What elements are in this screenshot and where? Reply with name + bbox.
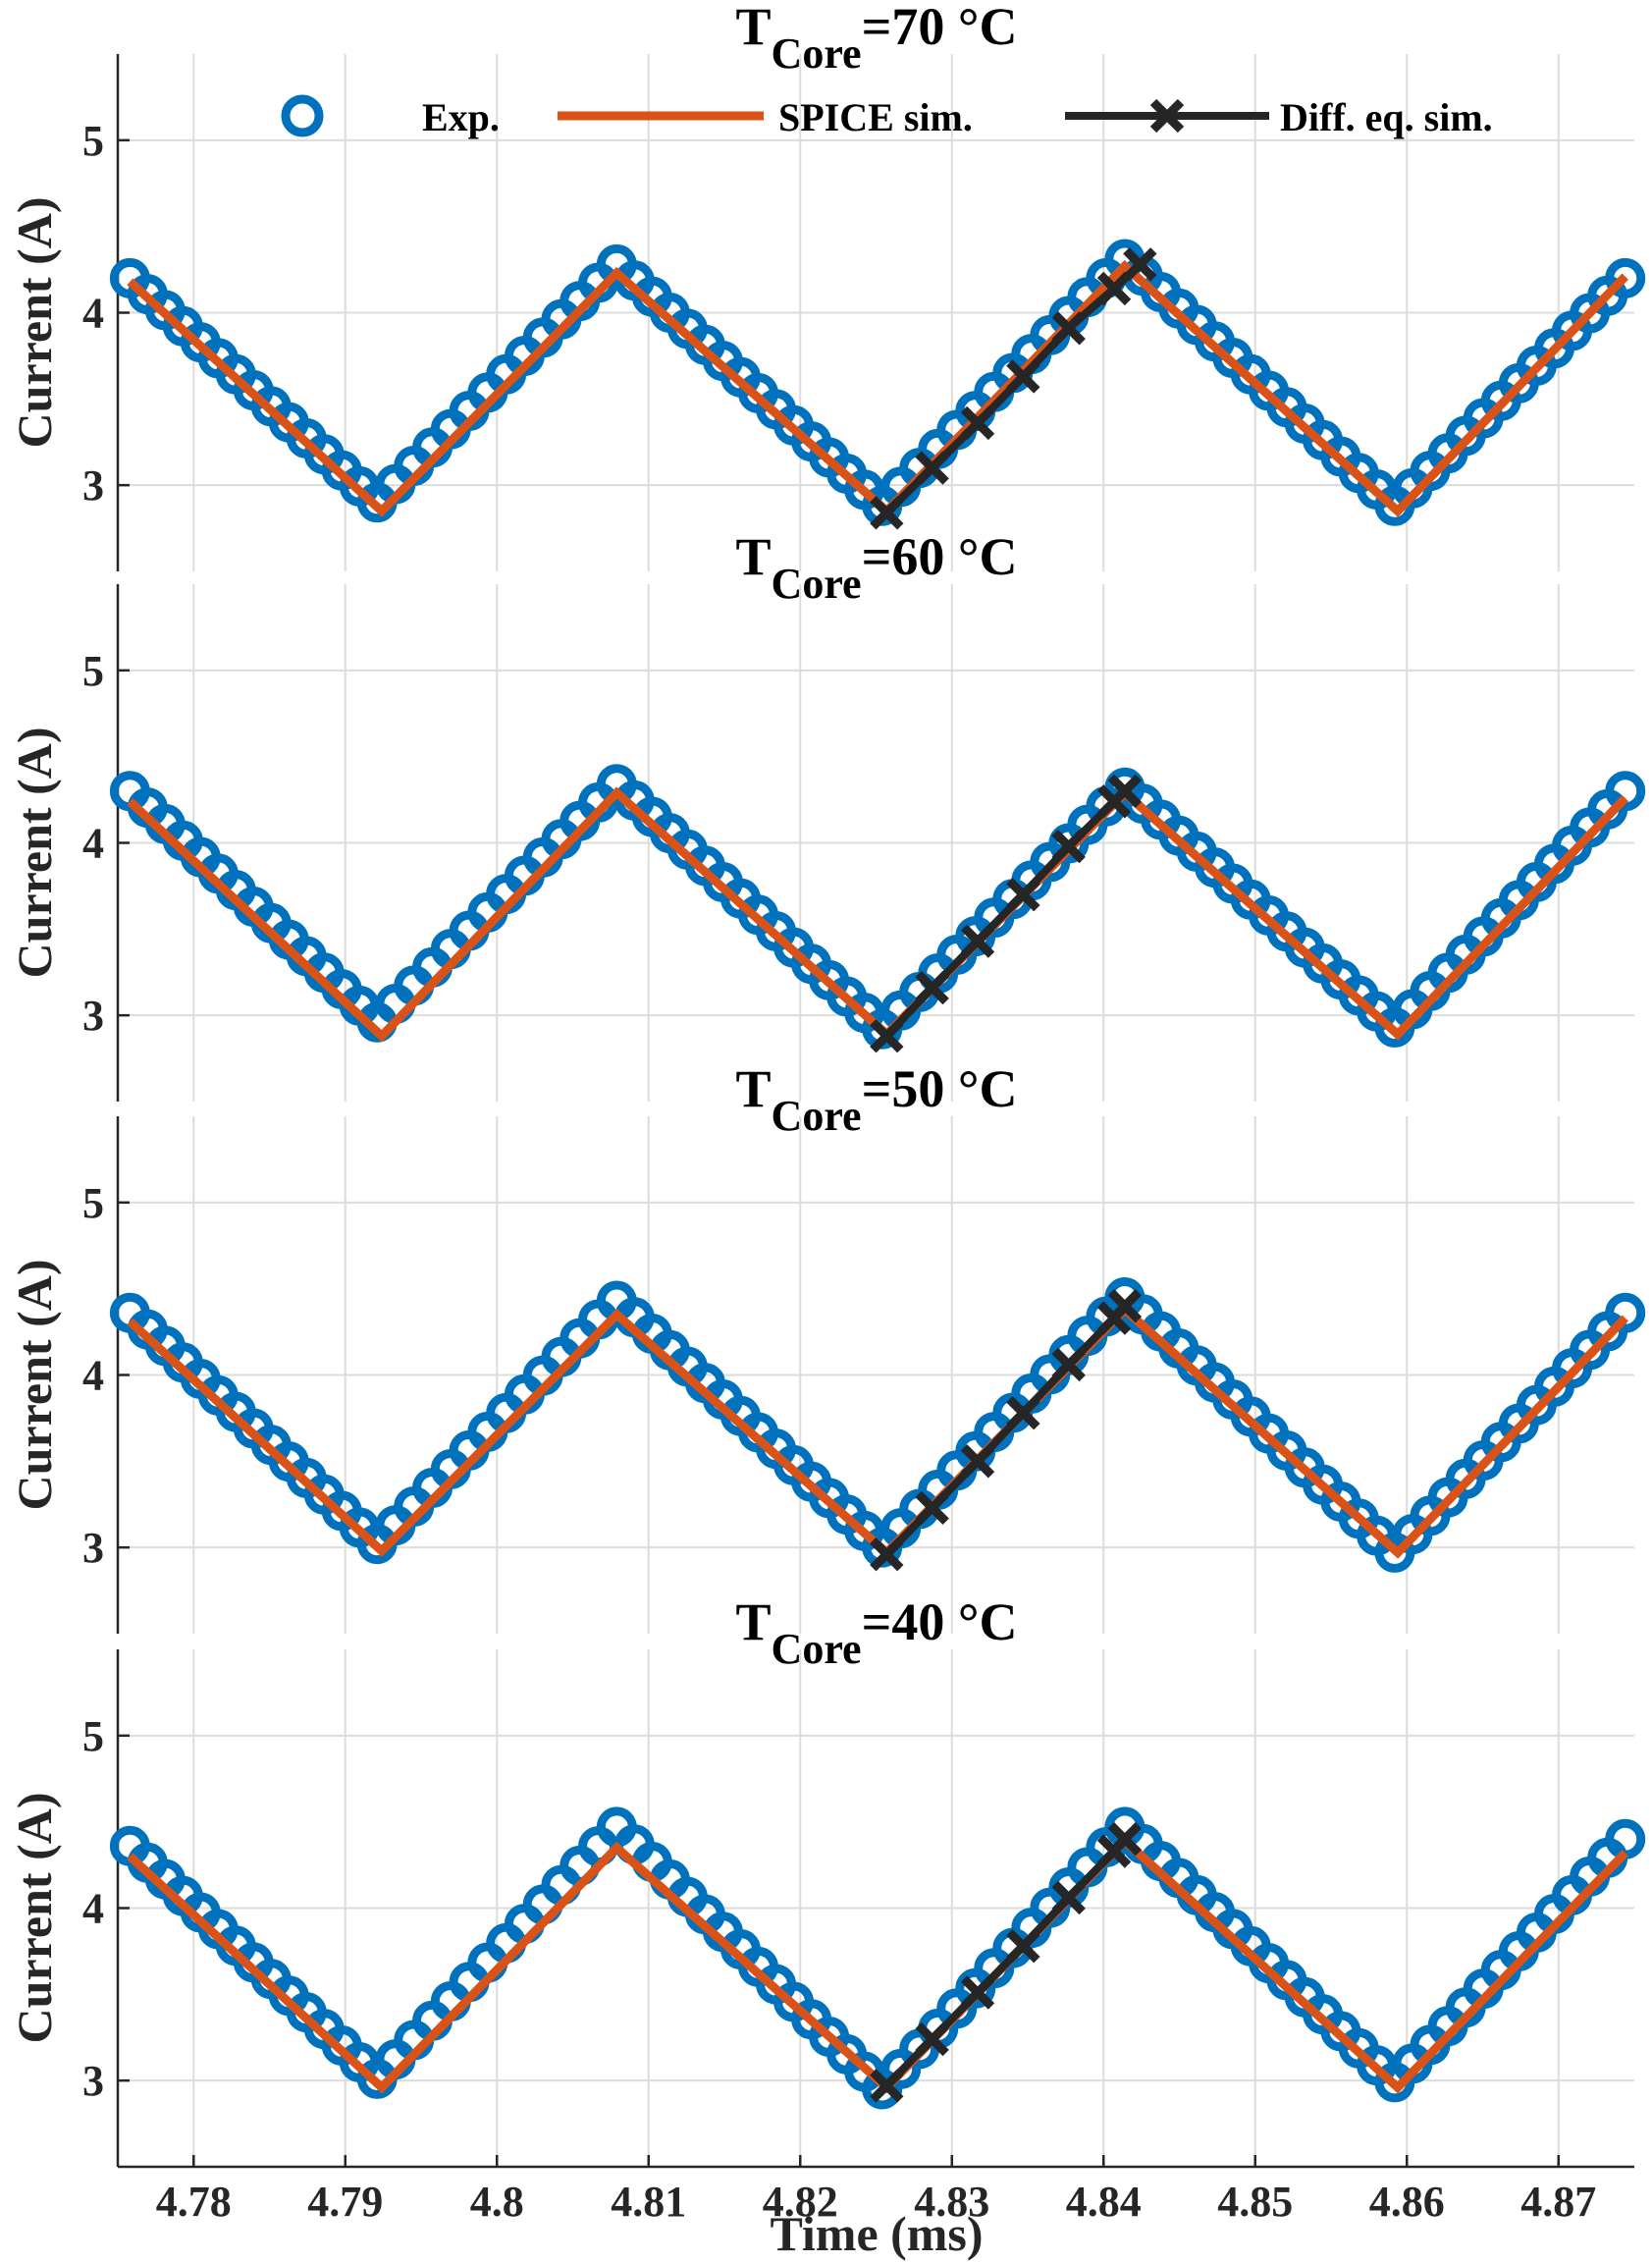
series-exp-: [109, 764, 1646, 1050]
diff-eq-sim-marker: [915, 451, 949, 485]
diff-eq-sim-marker: [1006, 878, 1040, 912]
x-tick-label: 4.87: [1520, 2178, 1596, 2226]
x-tick-label: 4.81: [611, 2178, 686, 2226]
diff-eq-sim-marker: [1006, 1928, 1040, 1964]
legend-diffeq-label: Diff. eq. sim.: [1280, 95, 1493, 139]
exp-data-point: [1605, 771, 1646, 812]
panel-title-sub: Core: [772, 1092, 862, 1140]
diff-eq-sim-marker: [960, 1975, 995, 2010]
panel-title-main: T: [736, 0, 772, 56]
panel-title-main: T: [736, 1592, 772, 1651]
panel-title-main: T: [736, 527, 772, 586]
x-tick-label: 4.83: [914, 2178, 989, 2226]
y-tick-label: 3: [82, 1524, 104, 1572]
y-tick-label: 4: [82, 290, 104, 338]
panel-title-sub: Core: [772, 560, 862, 608]
diff-eq-sim-marker: [1051, 1347, 1086, 1382]
diff-eq-sim-marker: [1096, 271, 1132, 306]
panel-title-sub: Core: [772, 1625, 862, 1673]
panel-title-tail: =60 °C: [862, 527, 1018, 586]
diff-eq-sim-marker: [1107, 1822, 1143, 1857]
panel-3: 3 4 5 Current (A) TCore=40 °C 4.78 4.79 4.8 4.81…: [7, 1592, 1646, 2226]
y-tick-label: 3: [82, 992, 104, 1040]
diff-eq-sim-marker: [1123, 247, 1157, 282]
panel-title-tail: =40 °C: [862, 1592, 1018, 1651]
panel-title-tail: =50 °C: [862, 1059, 1018, 1118]
panel-title: TCore=50 °C: [736, 1059, 1018, 1140]
y-axis-label: Current (A): [7, 727, 62, 979]
panel-0: 3 4 5 Current (A) TCore=70 °C: [7, 0, 1646, 571]
diff-eq-sim-marker: [960, 1444, 995, 1479]
diff-eq-sim-marker: [870, 1537, 904, 1572]
legend-exp-marker: [281, 94, 324, 137]
y-tick-label: 3: [82, 2057, 104, 2105]
y-axis-label: Current (A): [7, 197, 62, 449]
legend-diffeq-marker: [1149, 98, 1185, 134]
diff-eq-sim-marker: [1051, 829, 1086, 864]
panel-title: TCore=70 °C: [736, 0, 1018, 78]
diff-eq-sim-marker: [1051, 311, 1086, 346]
y-tick-label: 5: [82, 647, 104, 695]
y-tick-label: 4: [82, 1352, 104, 1400]
diff-eq-sim-marker: [915, 2021, 949, 2057]
y-axis-label: Current (A): [7, 1793, 62, 2044]
diff-eq-sim-marker: [1006, 1395, 1040, 1430]
legend-exp-label: Exp.: [422, 95, 500, 139]
x-tick-label: 4.86: [1369, 2178, 1445, 2226]
diff-eq-sim-marker: [1107, 774, 1143, 808]
y-tick-label: 5: [82, 1179, 104, 1227]
diff-eq-sim-marker: [960, 924, 995, 958]
exp-data-point: [1605, 257, 1646, 298]
diff-eq-sim-marker: [915, 970, 949, 1005]
diff-eq-sim-marker: [915, 1490, 949, 1525]
diff-eq-sim-marker: [1051, 1880, 1086, 1915]
series-diff-eq-sim-: [870, 1289, 1143, 1572]
panel-title-sub: Core: [772, 29, 862, 78]
panel-title: TCore=60 °C: [736, 527, 1018, 608]
legend-spice-label: SPICE sim.: [778, 95, 973, 139]
diff-eq-sim-marker: [870, 1019, 904, 1053]
legend: Exp. SPICE sim. Diff. eq. sim.: [281, 94, 1493, 139]
y-tick-label: 3: [82, 461, 104, 510]
x-tick-label: 4.82: [763, 2178, 838, 2226]
x-tick-label: 4.78: [156, 2178, 232, 2226]
y-tick-label: 5: [82, 117, 104, 165]
y-tick-label: 5: [82, 1712, 104, 1760]
x-tick-label: 4.8: [470, 2178, 524, 2226]
series-diff-eq-sim-: [870, 247, 1157, 530]
panel-1: 3 4 5 Current (A) TCore=60 °C: [7, 527, 1646, 1102]
x-tick-label: 4.84: [1066, 2178, 1142, 2226]
diff-eq-sim-marker: [1006, 359, 1040, 394]
series-diff-eq-sim-: [870, 774, 1143, 1053]
y-tick-label: 4: [82, 820, 104, 868]
panel-title: TCore=40 °C: [736, 1592, 1018, 1673]
panel-2: 3 4 5 Current (A) TCore=50 °C: [7, 1059, 1646, 1634]
diff-eq-sim-marker: [960, 405, 995, 441]
x-tick-label: 4.79: [307, 2178, 383, 2226]
panel-title-main: T: [736, 1059, 772, 1118]
panel-title-tail: =70 °C: [862, 0, 1018, 56]
diff-eq-sim-marker: [870, 496, 904, 530]
x-tick-label: 4.85: [1217, 2178, 1293, 2226]
y-axis-label: Current (A): [7, 1260, 62, 1511]
x-axis-label: Time (ms): [770, 2206, 983, 2261]
diff-eq-sim-marker: [870, 2069, 904, 2103]
exp-data-point: [1605, 1292, 1646, 1333]
series-diff-eq-sim-: [870, 1822, 1143, 2103]
diff-eq-sim-marker: [1107, 1289, 1143, 1323]
y-tick-label: 4: [82, 1885, 104, 1933]
